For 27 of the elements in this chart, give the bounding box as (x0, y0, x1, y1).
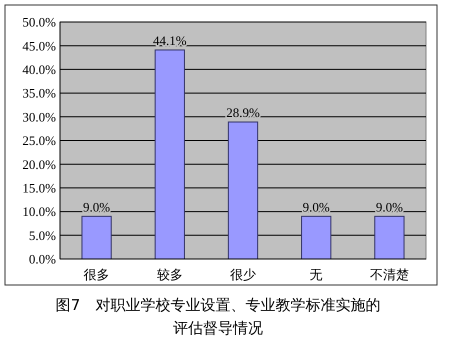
y-tick-label: 35.0% (22, 86, 56, 101)
y-tick-label: 25.0% (22, 133, 56, 148)
data-label: 9.0% (83, 199, 110, 214)
x-tick-label: 不清楚 (370, 268, 409, 283)
y-tick-label: 5.0% (28, 228, 56, 243)
text: 图7 对职业学校专业设置、专业教学标准实施的评估督导情况 (56, 296, 380, 337)
x-tick-label: 较多 (156, 268, 183, 283)
y-tick-label: 45.0% (22, 38, 56, 54)
data-label: 44.1% (153, 32, 187, 48)
x-tick-label: 无 (310, 268, 323, 283)
y-tick-label: 0.0% (28, 252, 56, 267)
y-tick-label: 30.0% (22, 109, 56, 124)
y-tick-label: 20.0% (22, 156, 56, 172)
x-tick-label: 很少 (230, 268, 256, 283)
bar (374, 216, 405, 260)
data-label: 9.0% (376, 199, 404, 214)
y-tick-label: 10.0% (22, 204, 56, 220)
data-label: 9.0% (302, 199, 330, 214)
data-label: 28.9% (226, 105, 260, 120)
y-tick-label: 40.0% (22, 62, 56, 77)
bar (81, 216, 112, 260)
y-tick-label: 15.0% (22, 180, 56, 196)
y-tick-label: 50.0% (22, 14, 56, 30)
x-tick-label: 很多 (84, 268, 110, 283)
bar (301, 216, 332, 260)
bar (154, 49, 185, 260)
bar (228, 122, 258, 260)
